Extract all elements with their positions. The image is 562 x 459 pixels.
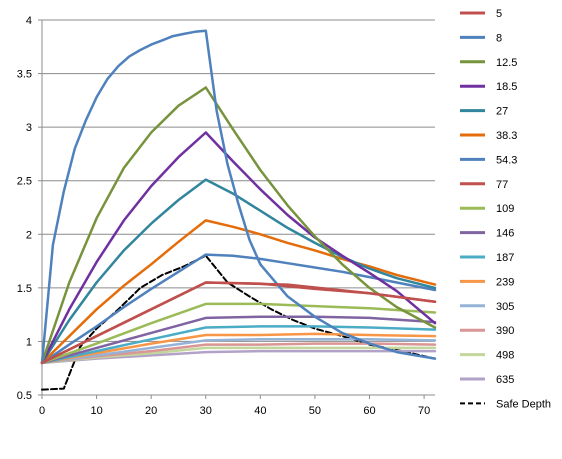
legend-label: 5 [496,8,502,20]
series-line-390 [40,342,437,365]
legend-label: 146 [496,228,514,240]
series-line-12-5 [40,86,437,365]
series-line-54-3 [40,253,437,365]
x-tick-label: 10 [90,405,102,417]
y-tick-label: 1.5 [17,283,32,295]
legend-label: 109 [496,203,514,215]
x-tick-label: 50 [309,405,321,417]
legend-label: 54.3 [496,154,517,166]
x-axis-ticks: 0 10 20 30 40 50 60 70 [39,395,430,417]
series-line-498 [40,346,437,365]
legend-label: 27 [496,106,508,118]
series-line-18-5 [40,131,437,365]
series-line-146 [40,315,437,365]
series-line-safe-depth [41,254,436,391]
y-tick-label: 4 [26,15,32,27]
x-tick-label: 30 [200,405,212,417]
legend-label: 8 [496,32,502,44]
x-tick-label: 20 [145,405,157,417]
series-line-8 [40,29,437,365]
y-tick-label: 3 [26,122,32,134]
series-line-187 [40,325,437,365]
series-line-239 [40,332,437,365]
legend-label: 390 [496,325,514,337]
y-tick-label: 0.5 [17,390,32,402]
legend-label: 18.5 [496,81,517,93]
x-tick-label: 0 [39,405,45,417]
series-line-635 [40,349,437,365]
legend: 5 8 12.5 18.5 27 38.3 54.3 77 109 146 187 239 305 390… [460,8,551,410]
series-line-27 [40,178,437,365]
legend-label: Safe Depth [496,398,551,410]
legend-label: 305 [496,301,514,313]
legend-label: 12.5 [496,57,517,69]
series-line-109 [40,302,437,365]
x-tick-label: 70 [418,405,430,417]
x-tick-label: 40 [254,405,266,417]
y-tick-label: 3.5 [17,69,32,81]
legend-label: 498 [496,350,514,362]
series-line-5 [40,281,437,365]
y-tick-label: 2.5 [17,176,32,188]
y-tick-label: 2 [26,229,32,241]
legend-label: 635 [496,374,514,386]
legend-label: 38.3 [496,130,517,142]
gridlines [42,19,435,342]
legend-label: 187 [496,252,514,264]
series-lines [40,29,437,391]
legend-label: 239 [496,276,514,288]
legend-label: 77 [496,179,508,191]
y-axis-ticks: 0.5 1 1.5 2 2.5 3 3.5 4 [17,15,42,402]
x-tick-label: 60 [363,405,375,417]
y-tick-label: 1 [26,336,32,348]
